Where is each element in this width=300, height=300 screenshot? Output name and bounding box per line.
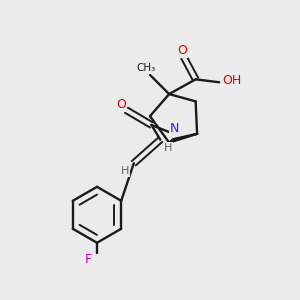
Text: CH₃: CH₃ [136,63,155,74]
Text: F: F [85,253,92,266]
Text: N: N [170,122,179,135]
Text: O: O [178,44,187,57]
Text: H: H [164,143,173,153]
Text: OH: OH [222,74,242,87]
Text: H: H [122,167,130,176]
Text: O: O [116,98,126,111]
